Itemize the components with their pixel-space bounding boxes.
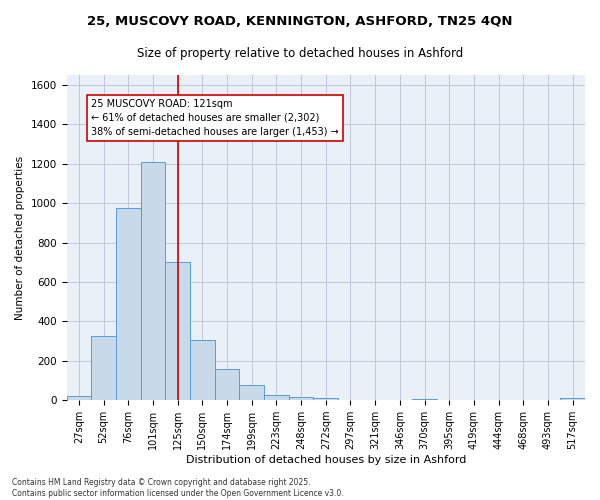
Bar [313,398,338,400]
Bar [91,336,116,400]
Bar [140,162,165,400]
Bar [116,208,140,400]
Bar [165,262,190,400]
Bar [412,398,437,400]
Bar [289,398,313,400]
Text: Contains HM Land Registry data © Crown copyright and database right 2025.
Contai: Contains HM Land Registry data © Crown c… [12,478,344,498]
Bar [215,368,239,400]
Bar [190,340,215,400]
Bar [264,396,289,400]
Y-axis label: Number of detached properties: Number of detached properties [15,156,25,320]
Text: 25, MUSCOVY ROAD, KENNINGTON, ASHFORD, TN25 4QN: 25, MUSCOVY ROAD, KENNINGTON, ASHFORD, T… [87,15,513,28]
Text: Size of property relative to detached houses in Ashford: Size of property relative to detached ho… [137,48,463,60]
Text: 25 MUSCOVY ROAD: 121sqm
← 61% of detached houses are smaller (2,302)
38% of semi: 25 MUSCOVY ROAD: 121sqm ← 61% of detache… [91,98,339,136]
X-axis label: Distribution of detached houses by size in Ashford: Distribution of detached houses by size … [185,455,466,465]
Bar [67,396,91,400]
Bar [239,386,264,400]
Bar [560,398,585,400]
